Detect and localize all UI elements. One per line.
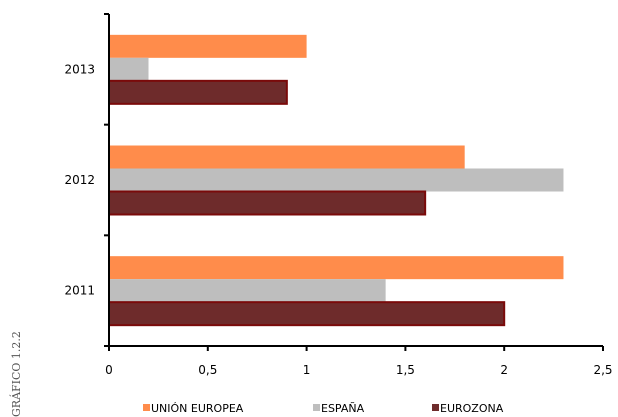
x-tick-label: 1,5 <box>396 363 415 377</box>
x-tick-label: 2 <box>500 363 508 377</box>
y-tick-label: 2013 <box>64 62 95 76</box>
bar-eurozona-2011 <box>108 301 506 327</box>
bar-unión-europea-2012 <box>109 145 465 169</box>
x-tick-label: 0,5 <box>198 363 217 377</box>
legend: UNIÓN EUROPEA ESPAÑA EUROZONA <box>143 402 504 415</box>
bar-españa-2012 <box>109 168 564 192</box>
bar-eurozona-2013 <box>108 79 288 105</box>
y-tick-label: 2012 <box>64 173 95 187</box>
x-tick-label: 1 <box>303 363 311 377</box>
axes: 2011 2012 2013 0 0,5 1 1,5 2 2,5 <box>64 13 613 377</box>
legend-label: ESPAÑA <box>321 402 365 415</box>
bar-unión-europea-2013 <box>109 34 307 58</box>
x-tick-label: 0 <box>105 363 113 377</box>
y-tick-label: 2011 <box>64 284 95 298</box>
bar-españa-2013 <box>109 57 149 81</box>
side-caption: GRÁFICO 1.2.2 <box>9 331 23 417</box>
legend-label: UNIÓN EUROPEA <box>151 402 244 415</box>
legend-label: EUROZONA <box>440 402 504 415</box>
legend-swatch-españa <box>313 404 320 411</box>
bar-eurozona-2012 <box>108 190 427 216</box>
x-tick-label: 2,5 <box>593 363 612 377</box>
bars-group <box>108 34 564 327</box>
bar-españa-2011 <box>109 279 386 303</box>
legend-swatch-unión-europea <box>143 404 150 411</box>
legend-swatch-eurozona <box>432 404 439 411</box>
bar-unión-europea-2011 <box>109 256 564 280</box>
